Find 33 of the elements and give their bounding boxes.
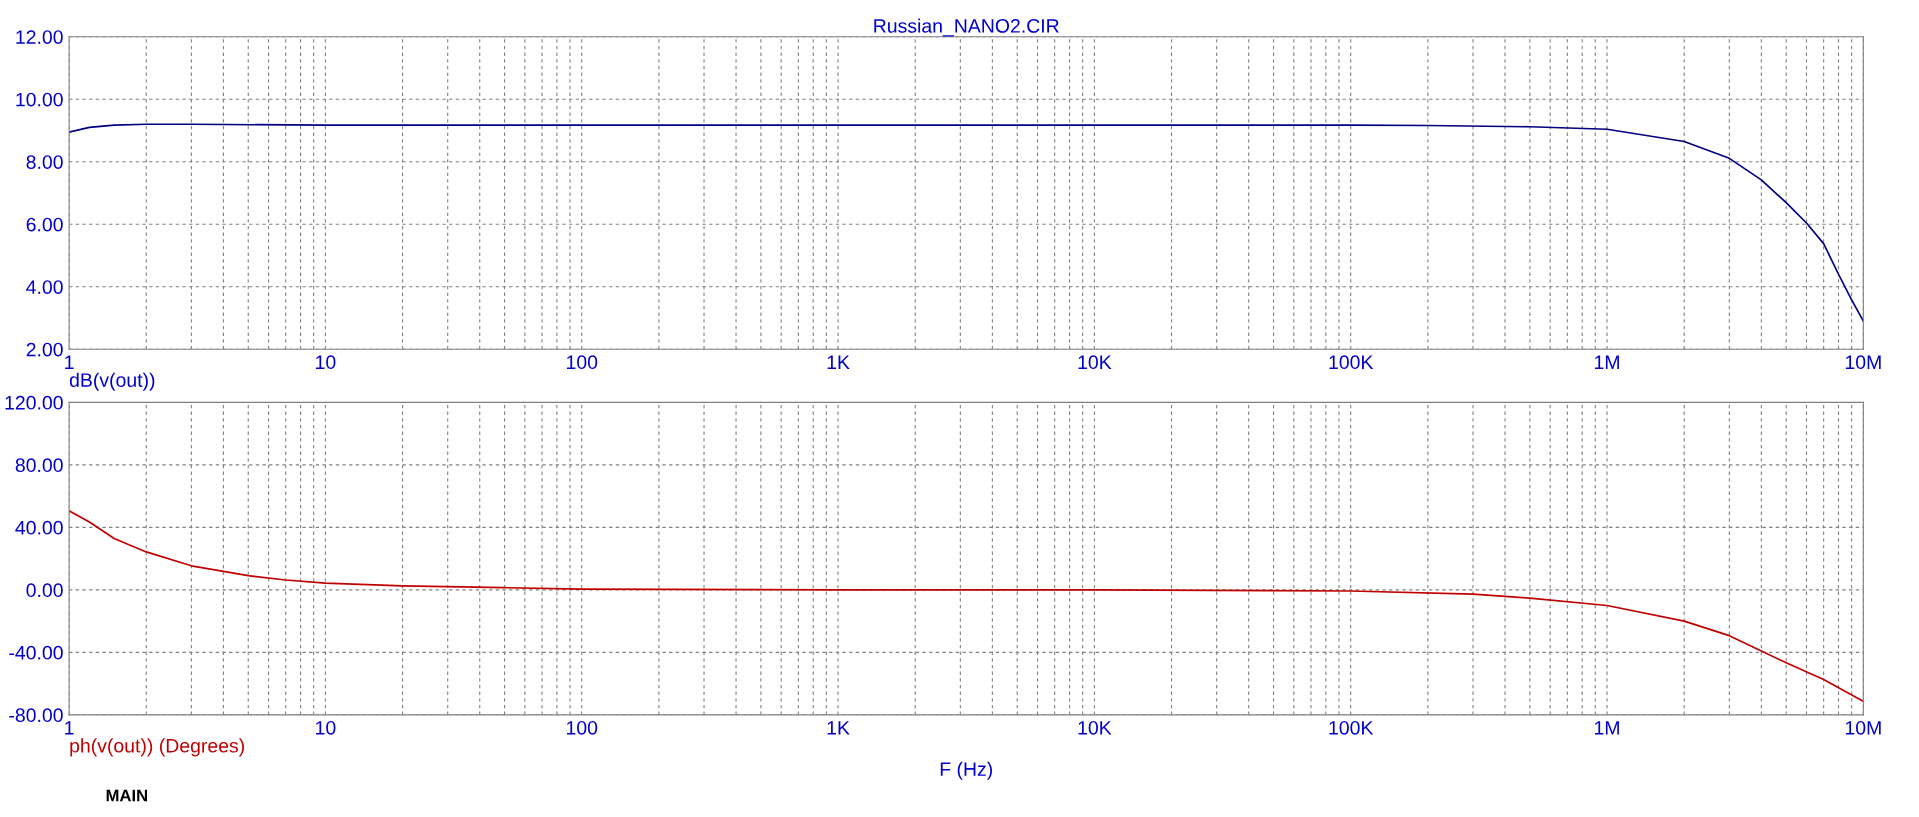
y-tick-label: -40.00 bbox=[9, 645, 63, 660]
text: dB(v(out)) bbox=[69, 372, 155, 391]
y-tick-label: 8.00 bbox=[26, 155, 63, 169]
y-tick-label: 2.00 bbox=[26, 342, 63, 357]
x-tick-label: 10M bbox=[1845, 720, 1881, 735]
x-tick-label: 10 bbox=[316, 720, 336, 735]
x-tick-label: 10 bbox=[316, 355, 336, 370]
x-tick-label: 10M bbox=[1845, 355, 1881, 370]
x-tick-label: 10K bbox=[1078, 720, 1112, 735]
x-tick-label: 1K bbox=[827, 721, 850, 735]
y-tick-label: 80.00 bbox=[15, 458, 63, 473]
x-tick-label: 100K bbox=[1329, 720, 1374, 735]
text: MAIN bbox=[106, 789, 148, 802]
y-tick-label: 0.00 bbox=[26, 583, 63, 598]
x-tick-label: 1 bbox=[65, 721, 74, 735]
x-tick-label: 1 bbox=[65, 355, 74, 369]
x-tick-label: 100K bbox=[1329, 355, 1374, 370]
y-tick-label: 4.00 bbox=[26, 280, 63, 294]
x-tick-label: 10K bbox=[1078, 355, 1112, 370]
y-tick-label: 10.00 bbox=[16, 92, 63, 107]
x-tick-label: 1K bbox=[827, 355, 850, 369]
chart-title: Russian_NANO2.CIR bbox=[874, 18, 1059, 37]
y-tick-label: 40.00 bbox=[15, 520, 63, 535]
x-tick-label: 1M bbox=[1595, 355, 1619, 369]
x-tick-label: 1M bbox=[1595, 721, 1619, 735]
x-tick-label: 100 bbox=[566, 720, 598, 735]
y-tick-label: 6.00 bbox=[26, 217, 63, 232]
y-tick-label: -80.00 bbox=[9, 708, 63, 723]
x-axis-title: F (Hz) bbox=[940, 761, 993, 780]
y-tick-label: 120.00 bbox=[5, 395, 63, 410]
text: ph(v(out)) (Degrees) bbox=[70, 738, 245, 757]
x-tick-label: 100 bbox=[566, 355, 598, 370]
y-tick-label: 12.00 bbox=[16, 30, 63, 44]
